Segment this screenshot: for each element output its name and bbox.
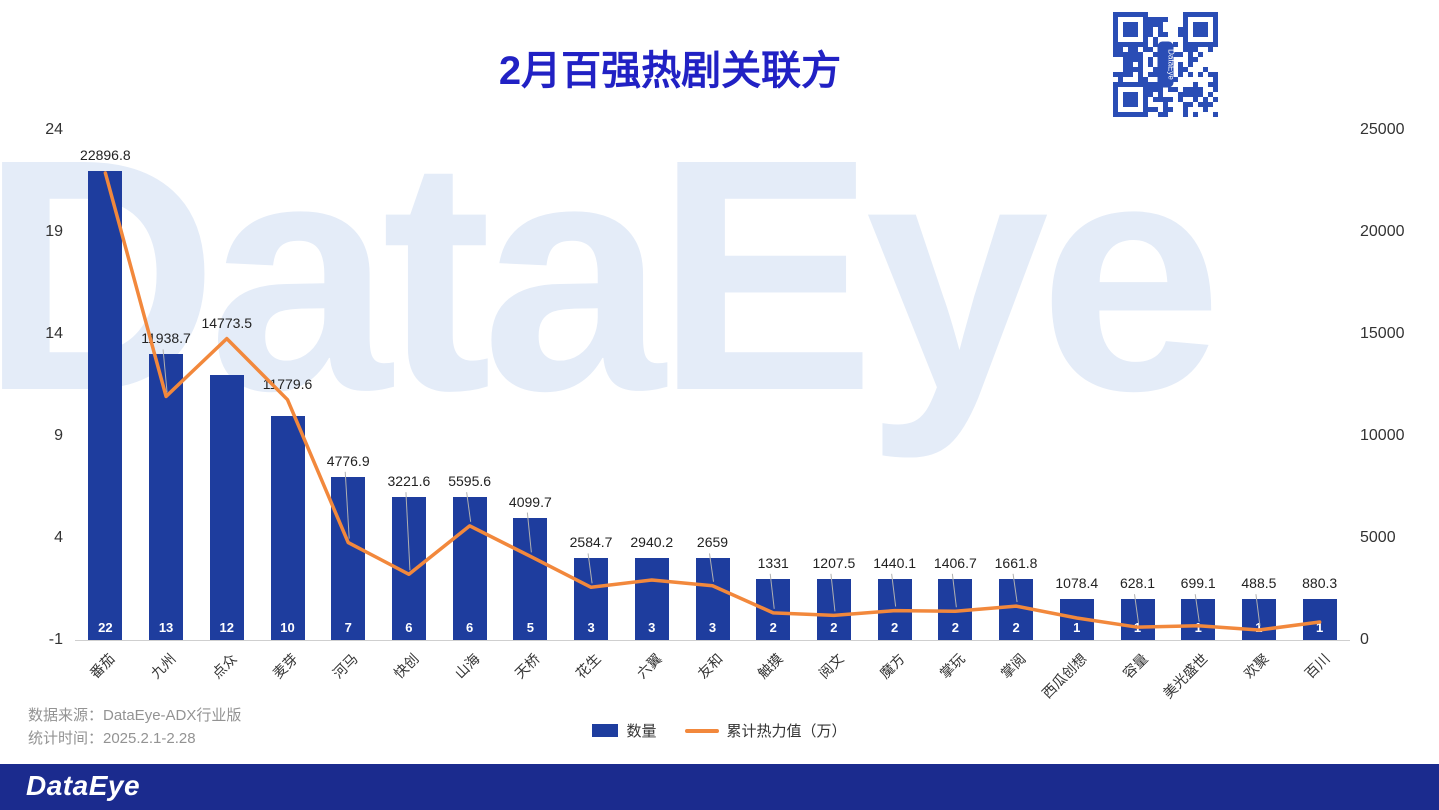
right-axis-tick: 25000 (1360, 121, 1405, 138)
right-axis-tick: 15000 (1360, 325, 1405, 342)
left-axis-tick: 4 (54, 529, 63, 546)
point-value-label: 5595.6 (448, 473, 492, 490)
left-axis-tick: 9 (54, 427, 63, 444)
label-leader-line (162, 349, 168, 393)
point-value-label: 628.1 (1119, 575, 1156, 592)
legend: 数量 累计热力值（万） (0, 720, 1439, 741)
bar-value-label: 2 (891, 620, 899, 635)
point-value-label: 1331 (757, 554, 789, 571)
label-leader-line (830, 573, 836, 612)
heat-line (103, 171, 1322, 632)
bar (149, 354, 184, 640)
x-axis-line (75, 640, 1350, 641)
watermark-text: DataEye (0, 90, 1222, 459)
bar (270, 415, 305, 640)
point-value-label: 11938.7 (141, 330, 191, 347)
bar (452, 497, 487, 640)
svg-text:DataEye: DataEye (1166, 49, 1175, 80)
bar (209, 374, 244, 640)
label-leader-line (344, 471, 350, 539)
legend-count-label: 数量 (626, 723, 657, 740)
bar-value-label: 1 (1194, 620, 1202, 635)
bar (1302, 599, 1337, 640)
point-value-label: 2584.7 (569, 534, 613, 551)
qr-code: DataEye (1105, 4, 1225, 124)
point-value-label: 4099.7 (508, 493, 552, 510)
source-line-2: 统计时间：2025.2.1-2.28 (28, 730, 196, 747)
label-leader-line (587, 553, 593, 584)
point-value-label: 699.1 (1180, 575, 1216, 592)
legend-item-count: 数量 (592, 720, 657, 741)
source-line-1: 数据来源：DataEye-ADX行业版 (28, 707, 242, 724)
qr-code-svg: DataEye (1112, 11, 1218, 117)
bar-value-label: 2 (1012, 620, 1020, 635)
bar (331, 476, 366, 640)
bar-value-label: 3 (708, 620, 717, 635)
bar-value-label: 2 (830, 620, 838, 635)
point-value-label: 880.3 (1302, 575, 1338, 592)
legend-heat-label: 累计热力值（万） (726, 723, 847, 740)
chart-title: 2月百强热剧关联方 (498, 49, 842, 93)
point-value-label: 1440.1 (873, 554, 917, 571)
legend-item-heat: 累计热力值（万） (684, 720, 847, 741)
bar-value-label: 2 (951, 620, 959, 635)
bar-value-label: 3 (648, 620, 656, 635)
label-leader-line (1134, 594, 1139, 624)
legend-line-swatch (684, 728, 719, 733)
bar-value-label: 10 (280, 620, 295, 635)
point-value-label: 1661.8 (994, 554, 1038, 571)
label-leader-line (1194, 594, 1200, 622)
point-value-label: 4776.9 (326, 452, 370, 469)
bar-value-label: 5 (526, 620, 534, 635)
label-leader-line (466, 492, 472, 522)
bar-value-label: 6 (405, 620, 413, 635)
label-leader-line (769, 573, 775, 609)
point-value-label: 2659 (696, 534, 729, 551)
bar (88, 170, 123, 640)
bar (634, 558, 669, 640)
bar-value-label: 13 (158, 620, 174, 635)
right-axis-tick: 0 (1360, 631, 1369, 648)
right-axis-tick: 5000 (1360, 529, 1396, 546)
footer-bar: DataEye (0, 764, 1439, 810)
bar-value-label: 1 (1316, 620, 1324, 635)
bar-value-label: 2 (769, 620, 777, 635)
point-value-label: 488.5 (1241, 575, 1277, 592)
label-leader-line (891, 573, 897, 607)
point-value-label: 14773.5 (201, 314, 253, 331)
label-leader-line (1012, 573, 1018, 603)
bar-value-label: 1 (1073, 620, 1081, 635)
bar-value-label: 12 (219, 620, 235, 635)
label-leader-line (709, 553, 714, 582)
label-leader-line (405, 492, 411, 571)
point-value-label: 2940.2 (630, 534, 674, 551)
label-leader-line (1255, 594, 1261, 627)
bar (816, 578, 851, 640)
bar-value-label: 7 (344, 620, 352, 635)
point-value-label: 3221.6 (387, 473, 431, 490)
bar-value-label: 6 (466, 620, 474, 635)
point-value-label: 1078.4 (1055, 575, 1099, 592)
right-axis-tick: 20000 (1360, 223, 1405, 240)
left-axis-tick: -1 (48, 631, 63, 648)
bar (1181, 599, 1216, 640)
legend-bar-swatch (592, 724, 619, 737)
brand-logo: DataEye (26, 770, 141, 801)
bar-value-label: 3 (587, 620, 595, 635)
right-axis-tick: 10000 (1360, 427, 1405, 444)
label-leader-line (526, 512, 532, 553)
left-axis-tick: 14 (45, 325, 63, 342)
label-leader-line (951, 573, 957, 608)
left-axis-tick: 24 (45, 121, 63, 138)
bar-value-label: 22 (98, 620, 113, 635)
point-value-label: 1406.7 (933, 554, 977, 571)
bar-value-label: 1 (1255, 620, 1263, 635)
left-axis-tick: 19 (45, 223, 63, 240)
point-value-label: 22896.8 (80, 146, 131, 163)
point-value-label: 1207.5 (812, 554, 856, 571)
